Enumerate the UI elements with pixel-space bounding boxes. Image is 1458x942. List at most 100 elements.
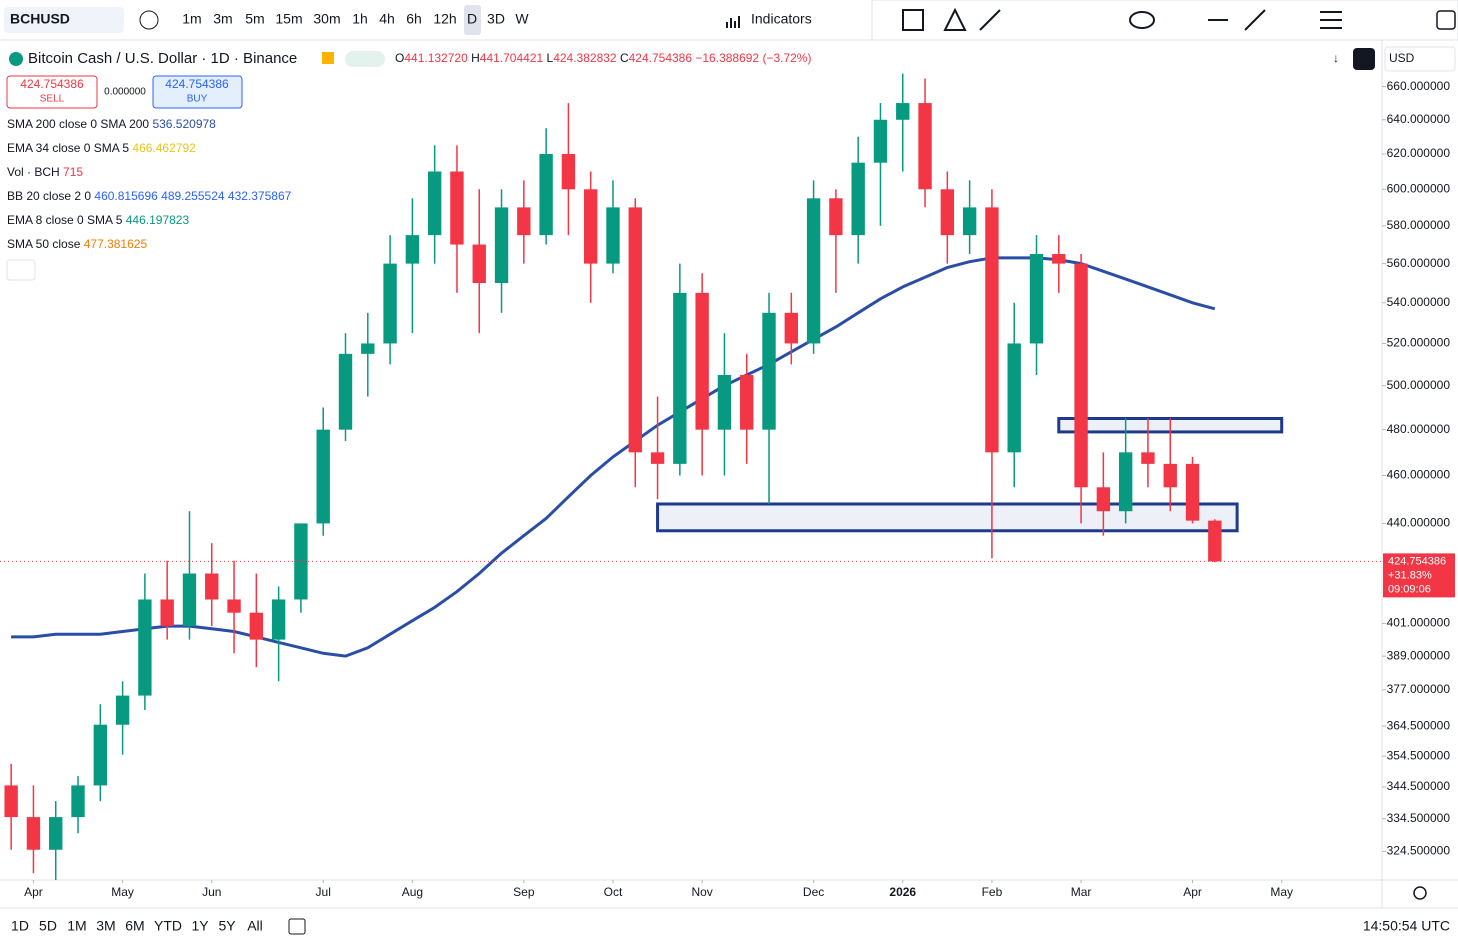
flag[interactable] [322, 52, 334, 64]
candle-body [784, 312, 798, 344]
candle-body [1029, 254, 1044, 344]
sell-button[interactable] [6, 75, 98, 109]
candle-body [717, 374, 732, 430]
interval[interactable]: 3m [213, 11, 232, 27]
indicator-legend[interactable]: SMA 50 close 477.381625 [7, 237, 147, 251]
x-tick-label: May [1270, 885, 1293, 899]
indicator-legend[interactable]: BB 20 close 2 0 460.815696 489.255524 43… [7, 189, 292, 203]
candle-body [539, 153, 553, 236]
interval[interactable]: 4h [379, 11, 395, 27]
range-button[interactable]: All [247, 918, 263, 934]
ohlc-values: O441.132720 H441.704421 L424.382832 C424… [395, 51, 811, 65]
range-button[interactable]: 5D [39, 918, 57, 934]
indicators-button[interactable]: Indicators [751, 11, 812, 27]
buy-button[interactable] [152, 75, 243, 109]
buy-label[interactable]: BUY [187, 94, 208, 105]
indicator-legend[interactable]: EMA 8 close 0 SMA 5 446.197823 [7, 213, 189, 227]
candle-body [316, 429, 330, 524]
interval[interactable]: D [467, 11, 477, 27]
buy-price[interactable]: 424.754386 [165, 77, 229, 91]
y-tick-label: 389.000000 [1387, 648, 1451, 662]
chart-button[interactable] [1353, 48, 1375, 70]
candle-body [851, 162, 865, 236]
sell-price[interactable]: 424.754386 [20, 77, 84, 91]
y-tick-label: 500.000000 [1387, 378, 1451, 392]
settings[interactable] [1413, 886, 1427, 900]
tool-line[interactable] [979, 9, 1001, 31]
candle-body [405, 235, 420, 264]
ohlc-value: 441.704421 [480, 51, 544, 65]
tool-rect[interactable] [902, 9, 924, 31]
candle-body [472, 244, 486, 284]
candle-body [1074, 263, 1088, 488]
add-symbol[interactable] [139, 10, 159, 30]
interval[interactable]: 3D [487, 11, 505, 27]
status-pill[interactable] [345, 51, 385, 67]
tool-ray[interactable] [1244, 9, 1266, 31]
interval[interactable]: 6h [406, 11, 422, 27]
y-tick-label: 620.000000 [1387, 146, 1451, 160]
date-picker[interactable] [288, 918, 306, 935]
indicators-icon[interactable] [726, 16, 740, 28]
scroll-button[interactable]: ↓ [1333, 51, 1339, 65]
candle-body [762, 312, 776, 430]
range-button[interactable]: YTD [154, 918, 182, 934]
plot-area: 660.000000 640.000000 620.000000 600.000000… [0, 73, 1455, 899]
candle-body [829, 198, 843, 236]
range-button[interactable]: 1M [67, 918, 86, 934]
candle-body [1141, 452, 1155, 464]
interval[interactable]: 12h [433, 11, 456, 27]
x-tick-label: 2026 [889, 885, 916, 899]
x-tick-label: Feb [982, 885, 1003, 899]
range-button[interactable]: 3M [96, 918, 115, 934]
indicator-name: BB 20 close 2 0 [7, 189, 91, 203]
tool-menu[interactable] [1320, 11, 1342, 29]
candle-body [427, 171, 442, 236]
interval[interactable]: 5m [245, 11, 264, 27]
collapse-legend[interactable] [6, 259, 36, 281]
symbol[interactable]: BCHUSD [10, 11, 70, 27]
candle-body [896, 103, 910, 120]
candle-body [606, 207, 620, 264]
sell-label[interactable]: SELL [40, 94, 65, 105]
indicator-legend[interactable]: EMA 34 close 0 SMA 5 466.462792 [7, 141, 196, 155]
candle-body [26, 817, 41, 850]
currency[interactable]: USD [1389, 51, 1415, 65]
candle-body [249, 612, 264, 640]
indicator-value: 536.520978 [152, 117, 216, 131]
x-tick-label: Dec [803, 885, 824, 899]
range-button[interactable]: 1D [11, 918, 29, 934]
interval[interactable]: 1h [352, 11, 368, 27]
clock[interactable]: 14:50:54 UTC [1363, 918, 1450, 934]
y-tick-label: 354.500000 [1387, 748, 1451, 762]
tool-ellipse[interactable] [1129, 11, 1155, 29]
candle-body [227, 599, 241, 613]
interval[interactable]: 15m [275, 11, 302, 27]
indicator-value: 477.381625 [84, 237, 148, 251]
candle-body [49, 817, 63, 850]
ohlc-label: O [395, 51, 404, 65]
x-tick-label: Nov [691, 885, 712, 899]
layout-button[interactable] [1436, 10, 1456, 30]
range-button[interactable]: 1Y [191, 918, 209, 934]
interval[interactable]: W [515, 11, 529, 27]
candle-body [628, 207, 642, 453]
currency-box[interactable] [1384, 46, 1456, 72]
last-price: 424.754386 [1388, 555, 1446, 567]
range-button[interactable]: 6M [125, 918, 144, 934]
indicator-legend[interactable]: SMA 200 close 0 SMA 200 536.520978 [7, 117, 216, 131]
candle-body [918, 103, 932, 190]
candle-body [160, 599, 174, 627]
range-button[interactable]: 5Y [218, 918, 236, 934]
y-tick-label: 540.000000 [1387, 295, 1451, 309]
interval[interactable]: 30m [313, 11, 340, 27]
symbol-box[interactable] [4, 7, 124, 33]
indicator-legend[interactable]: Vol · BCH 715 [7, 165, 83, 179]
tool-triangle[interactable] [943, 7, 967, 31]
x-tick-label: Apr [24, 885, 43, 899]
interval[interactable]: 1m [182, 11, 201, 27]
candle-body [338, 353, 353, 430]
candle-body [205, 573, 219, 600]
y-tick-label: 560.000000 [1387, 256, 1451, 270]
